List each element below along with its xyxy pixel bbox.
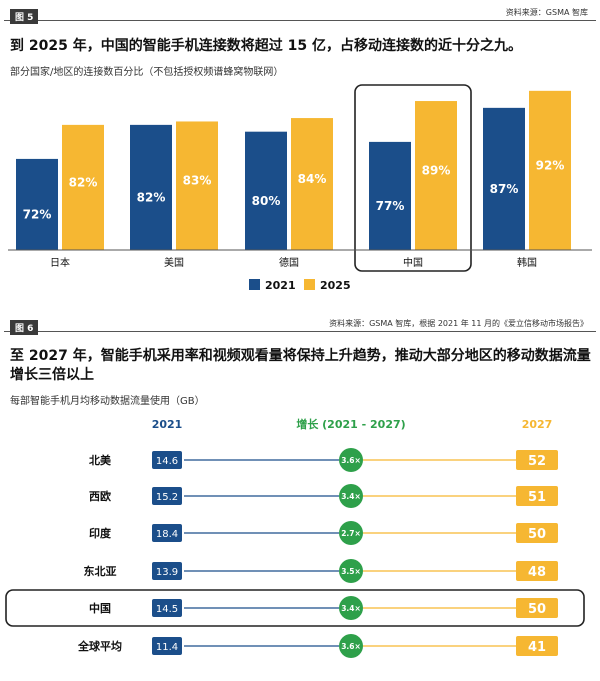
- region-label: 东北亚: [84, 564, 117, 578]
- header-growth: 增长 (2021 - 2027): [296, 417, 405, 431]
- category-label-日本: 日本: [50, 256, 70, 269]
- header-2021: 2021: [152, 418, 183, 431]
- growth-value: 3.6×: [341, 456, 361, 465]
- value-2027-box: [516, 561, 558, 581]
- figure6-title-line-1: 至 2027 年，智能手机采用率和视频观看量将保持上升趋势，推动大部分地区的移动…: [10, 348, 591, 364]
- bar-label-2021-日本: 72%: [23, 207, 52, 221]
- bar-label-2025-德国: 84%: [298, 172, 327, 186]
- bar-label-2021-德国: 80%: [252, 194, 281, 208]
- growth-badge: [339, 448, 363, 472]
- highlight-frame-china: [354, 84, 472, 272]
- region-label: 全球平均: [77, 639, 122, 653]
- growth-badge: [339, 596, 363, 620]
- value-2021: 14.6: [156, 456, 178, 467]
- growth-badge: [339, 484, 363, 508]
- growth-badge: [339, 634, 363, 658]
- bar-2021-美国: [130, 124, 172, 250]
- value-2027: 50: [528, 602, 546, 617]
- value-2021: 15.2: [156, 492, 178, 503]
- legend-label-2021: 2021: [265, 279, 296, 292]
- figure6-title-line-2: 增长三倍以上: [10, 367, 94, 383]
- header-2027: 2027: [522, 418, 553, 431]
- value-2027: 51: [528, 490, 546, 505]
- value-2021-box: [152, 524, 182, 542]
- value-2027: 41: [528, 640, 546, 655]
- figure6-tag: 图 6: [10, 320, 39, 335]
- bar-2025-韩国: [529, 90, 571, 250]
- growth-badge: [339, 559, 363, 583]
- bar-2025-日本: [62, 124, 104, 250]
- figure5-source: 资料来源：GSMA 智库: [505, 8, 588, 17]
- value-2021: 14.5: [156, 604, 178, 615]
- legend-swatch-2021: [249, 279, 260, 290]
- region-label: 西欧: [89, 489, 111, 503]
- value-2021-box: [152, 599, 182, 617]
- value-2027: 52: [528, 454, 546, 469]
- bar-label-2021-美国: 82%: [137, 190, 166, 204]
- legend-swatch-2025: [304, 279, 315, 290]
- bar-label-2025-中国: 89%: [422, 164, 451, 178]
- growth-value: 3.4×: [341, 604, 361, 613]
- bar-2025-美国: [176, 121, 218, 250]
- value-2021: 18.4: [156, 529, 178, 540]
- bar-2025-中国: [415, 101, 457, 250]
- growth-value: 3.5×: [341, 567, 361, 576]
- figure5-top-rule: [4, 20, 596, 21]
- value-2021-box: [152, 637, 182, 655]
- value-2021-box: [152, 451, 182, 469]
- region-label: 北美: [89, 453, 112, 467]
- value-2027: 50: [528, 527, 546, 542]
- region-label: 中国: [89, 601, 111, 615]
- figure6-source: 资料来源：GSMA 智库，根据 2021 年 11 月的《爱立信移动市场报告》: [329, 319, 588, 328]
- bar-2021-日本: [16, 158, 58, 250]
- growth-value: 2.7×: [341, 529, 361, 538]
- category-label-韩国: 韩国: [517, 256, 537, 269]
- category-label-中国: 中国: [403, 256, 423, 269]
- figure5-subtitle: 部分国家/地区的连接数百分比（不包括授权频谱蜂窝物联网）: [10, 67, 284, 78]
- value-2027: 48: [528, 565, 546, 580]
- figure5-tag: 图 5: [10, 9, 39, 24]
- bar-label-2025-韩国: 92%: [536, 158, 565, 172]
- growth-value: 3.4×: [341, 492, 361, 501]
- value-2027-box: [516, 598, 558, 618]
- legend-label-2025: 2025: [320, 279, 351, 292]
- figure6-subtitle: 每部智能手机月均移动数据流量使用（GB）: [10, 396, 205, 407]
- bar-label-2021-中国: 77%: [376, 199, 405, 213]
- bar-2021-中国: [369, 141, 411, 250]
- category-label-德国: 德国: [279, 256, 299, 269]
- figure6-growth-table: 2021 增长 (2021 - 2027) 2027 北美 14.6 3.6× 52 西欧 15…: [5, 417, 585, 658]
- growth-value: 3.6×: [341, 642, 361, 651]
- value-2027-box: [516, 486, 558, 506]
- value-2021-box: [152, 562, 182, 580]
- figure5-bar-chart: 72% 82% 日本 82% 83% 美国 80% 84% 德国 77% 89% 中国 87% 92% 韩国…: [8, 84, 592, 292]
- figure5-title: 到 2025 年，中国的智能手机连接数将超过 15 亿，占移动连接数的近十分之九…: [10, 38, 522, 54]
- value-2021-box: [152, 487, 182, 505]
- bar-label-2025-美国: 83%: [183, 174, 212, 188]
- value-2021: 13.9: [156, 567, 178, 578]
- bar-label-2025-日本: 82%: [69, 175, 98, 189]
- value-2027-box: [516, 523, 558, 543]
- value-2027-box: [516, 450, 558, 470]
- value-2021: 11.4: [156, 642, 178, 653]
- figure6-top-rule: [4, 331, 596, 332]
- bar-2021-韩国: [483, 107, 525, 251]
- bar-label-2021-韩国: 87%: [490, 182, 519, 196]
- bar-2021-德国: [245, 131, 287, 250]
- category-label-美国: 美国: [164, 256, 184, 269]
- bar-2025-德国: [291, 118, 333, 250]
- highlight-frame-china-row: [5, 589, 585, 627]
- growth-badge: [339, 521, 363, 545]
- value-2027-box: [516, 636, 558, 656]
- region-label: 印度: [89, 526, 112, 540]
